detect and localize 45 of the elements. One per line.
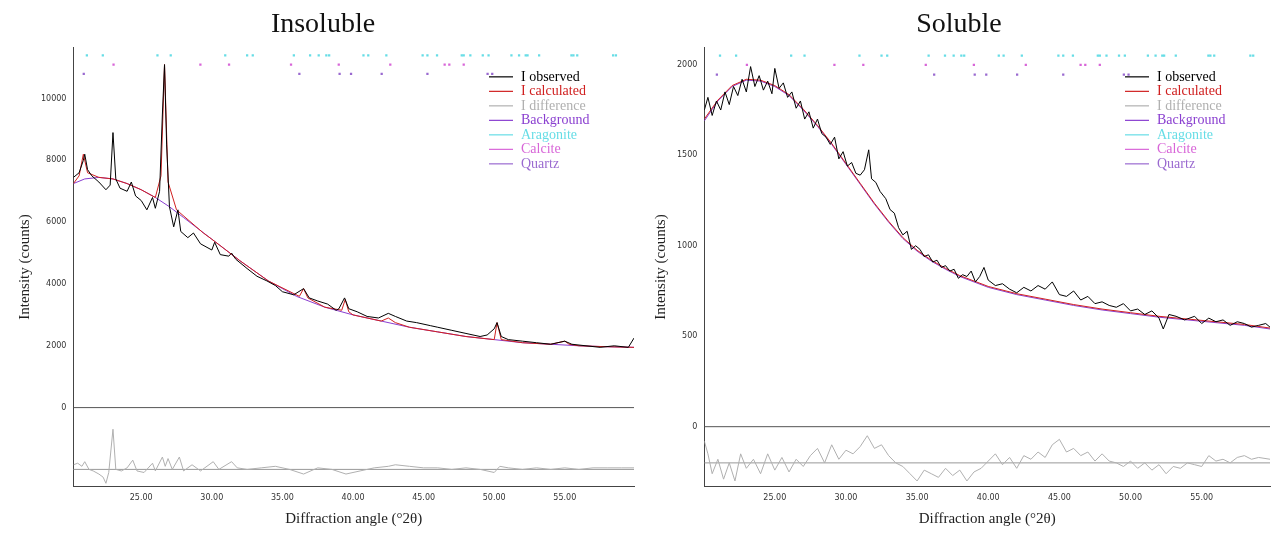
y-tick-label: 4000	[46, 279, 67, 289]
x-tick-label: 50.00	[482, 493, 506, 503]
legend-label: Background	[521, 112, 590, 128]
x-tick-label: 40.00	[976, 493, 1000, 503]
y-tick-label: 6000	[46, 217, 67, 227]
x-tick-label: 35.00	[905, 493, 929, 503]
x-axis-title: Diffraction angle (°2θ)	[285, 509, 423, 527]
y-tick-label: 1000	[677, 240, 698, 250]
y-axis-title: Intensity (counts)	[15, 214, 33, 320]
x-tick-label: 40.00	[341, 493, 365, 503]
y-tick-label: 8000	[46, 155, 67, 165]
x-tick-label: 55.00	[553, 493, 577, 503]
legend-label: I observed	[521, 68, 580, 84]
legend-label: Quartz	[1157, 155, 1196, 171]
legend-label: Calcite	[1157, 141, 1197, 157]
x-tick-label: 35.00	[270, 493, 294, 503]
legend-label: I difference	[1157, 97, 1222, 113]
legend-label: I observed	[1157, 68, 1216, 84]
y-tick-label: 500	[682, 331, 698, 341]
x-tick-label: 30.00	[834, 493, 858, 503]
legend-label: I calculated	[521, 83, 586, 99]
legend-label: Background	[1157, 112, 1226, 128]
legend-label: I calculated	[1157, 83, 1222, 99]
legend-label: I difference	[521, 97, 586, 113]
x-axis-title: Diffraction angle (°2θ)	[918, 509, 1056, 527]
y-tick-label: 0	[692, 421, 698, 431]
y-tick-label: 2000	[677, 59, 698, 69]
legend-label: Aragonite	[521, 126, 577, 142]
y-tick-label: 1500	[677, 150, 698, 160]
y-tick-label: 0	[61, 402, 67, 412]
chart-title: Soluble	[916, 7, 1002, 39]
x-tick-label: 50.00	[1119, 493, 1142, 503]
y-tick-label: 10000	[41, 93, 67, 103]
x-tick-label: 25.00	[763, 493, 787, 503]
y-axis-title: Intensity (counts)	[651, 214, 669, 320]
x-tick-label: 55.00	[1190, 493, 1214, 503]
x-tick-label: 25.00	[129, 493, 153, 503]
x-tick-label: 30.00	[200, 493, 224, 503]
chart-title: Insoluble	[270, 7, 376, 39]
x-tick-label: 45.00	[1047, 493, 1071, 503]
legend-label: Quartz	[521, 155, 560, 171]
x-tick-label: 45.00	[412, 493, 436, 503]
legend-label: Calcite	[521, 141, 561, 157]
y-tick-label: 2000	[46, 340, 67, 350]
legend-label: Aragonite	[1157, 126, 1213, 142]
